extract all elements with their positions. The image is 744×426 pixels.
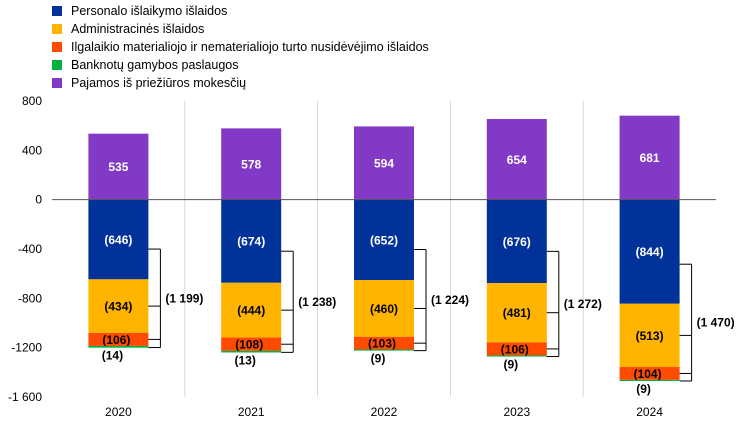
- legend-item-administrative: Administracinės išlaidos: [52, 20, 429, 38]
- y-tick-label: 800: [22, 94, 42, 108]
- x-tick-label: 2023: [503, 405, 530, 419]
- bar-segment: [88, 199, 149, 280]
- legend-swatch-administrative: [52, 24, 62, 34]
- data-label: (652): [370, 233, 398, 247]
- legend-label-administrative: Administracinės išlaidos: [71, 22, 205, 36]
- data-label: (444): [237, 304, 265, 318]
- legend-swatch-depreciation: [52, 42, 62, 52]
- bar-segment: [354, 336, 414, 350]
- bar-segment: [221, 350, 282, 353]
- bar-segment: [88, 332, 149, 346]
- bar-segment: [486, 199, 547, 284]
- total-label: (1 272): [564, 297, 602, 311]
- bar-segment: [88, 345, 149, 348]
- legend-label-personnel: Personalo išlaikymo išlaidos: [71, 4, 228, 18]
- y-tick-label: -400: [18, 242, 42, 256]
- legend-item-personnel: Personalo išlaikymo išlaidos: [52, 2, 429, 20]
- bar-segment: [619, 199, 680, 304]
- legend-item-banknotes: Banknotų gamybos paslaugos: [52, 56, 429, 74]
- data-label: 654: [507, 153, 527, 167]
- data-label: (106): [501, 342, 529, 356]
- bar-segment: [354, 280, 414, 337]
- x-tick-label: 2021: [238, 405, 265, 419]
- data-label: (513): [636, 329, 664, 343]
- data-label: (9): [636, 382, 651, 396]
- data-label: (844): [636, 245, 664, 259]
- legend-label-depreciation: Ilgalaikio materialiojo ir nematerialioj…: [71, 40, 429, 54]
- legend-swatch-fees: [52, 78, 62, 88]
- total-label: (1 470): [697, 316, 735, 330]
- bar-segment: [619, 303, 680, 368]
- data-label: (481): [503, 306, 531, 320]
- bar-segment: [88, 133, 149, 200]
- data-label: (106): [102, 333, 130, 347]
- legend: Personalo išlaikymo išlaidos Administrac…: [52, 2, 429, 92]
- data-label: 535: [108, 160, 128, 174]
- bar-segment: [354, 199, 414, 281]
- bar-segment: [354, 349, 414, 351]
- bar-segment: [221, 128, 282, 200]
- y-tick-label: 0: [35, 193, 42, 207]
- data-label: (676): [503, 235, 531, 249]
- bar-segment: [486, 119, 547, 200]
- x-tick-label: 2024: [636, 405, 663, 419]
- data-label: 681: [640, 151, 660, 165]
- bar-segment: [486, 355, 547, 357]
- total-label: (1 224): [431, 293, 469, 307]
- bar-segment: [221, 337, 282, 351]
- data-label: (674): [237, 235, 265, 249]
- bar-segment: [619, 115, 680, 200]
- y-tick-label: -800: [18, 291, 42, 305]
- data-label: (104): [634, 367, 662, 381]
- data-label: (460): [370, 302, 398, 316]
- legend-swatch-personnel: [52, 6, 62, 16]
- data-label: (103): [368, 337, 396, 351]
- data-label: 594: [374, 157, 394, 171]
- bar-segment: [619, 379, 680, 381]
- y-tick-label: -1200: [11, 341, 42, 355]
- bar-segment: [619, 367, 680, 380]
- data-label: 578: [241, 158, 261, 172]
- legend-item-fees: Pajamos iš priežiūros mokesčių: [52, 74, 429, 92]
- legend-item-depreciation: Ilgalaikio materialiojo ir nematerialioj…: [52, 38, 429, 56]
- bar-segment: [354, 126, 414, 200]
- y-tick-label: -1 600: [8, 390, 42, 404]
- x-tick-label: 2022: [371, 405, 398, 419]
- bar-segment: [486, 342, 547, 356]
- legend-label-banknotes: Banknotų gamybos paslaugos: [71, 58, 239, 72]
- bar-segment: [486, 283, 547, 343]
- data-label: (9): [371, 352, 386, 366]
- bar-segment: [221, 282, 282, 338]
- legend-label-fees: Pajamos iš priežiūros mokesčių: [71, 76, 247, 90]
- total-label: (1 238): [298, 295, 336, 309]
- data-label: (9): [503, 358, 518, 372]
- data-label: (108): [235, 338, 263, 352]
- data-label: (13): [235, 353, 256, 367]
- y-tick-label: 400: [22, 143, 42, 157]
- bar-segment: [88, 279, 149, 333]
- legend-swatch-banknotes: [52, 60, 62, 70]
- data-label: (14): [102, 349, 123, 363]
- total-label: (1 199): [165, 291, 203, 305]
- bar-segment: [221, 199, 282, 283]
- x-tick-label: 2020: [105, 405, 132, 419]
- data-label: (646): [104, 233, 132, 247]
- data-label: (434): [104, 300, 132, 314]
